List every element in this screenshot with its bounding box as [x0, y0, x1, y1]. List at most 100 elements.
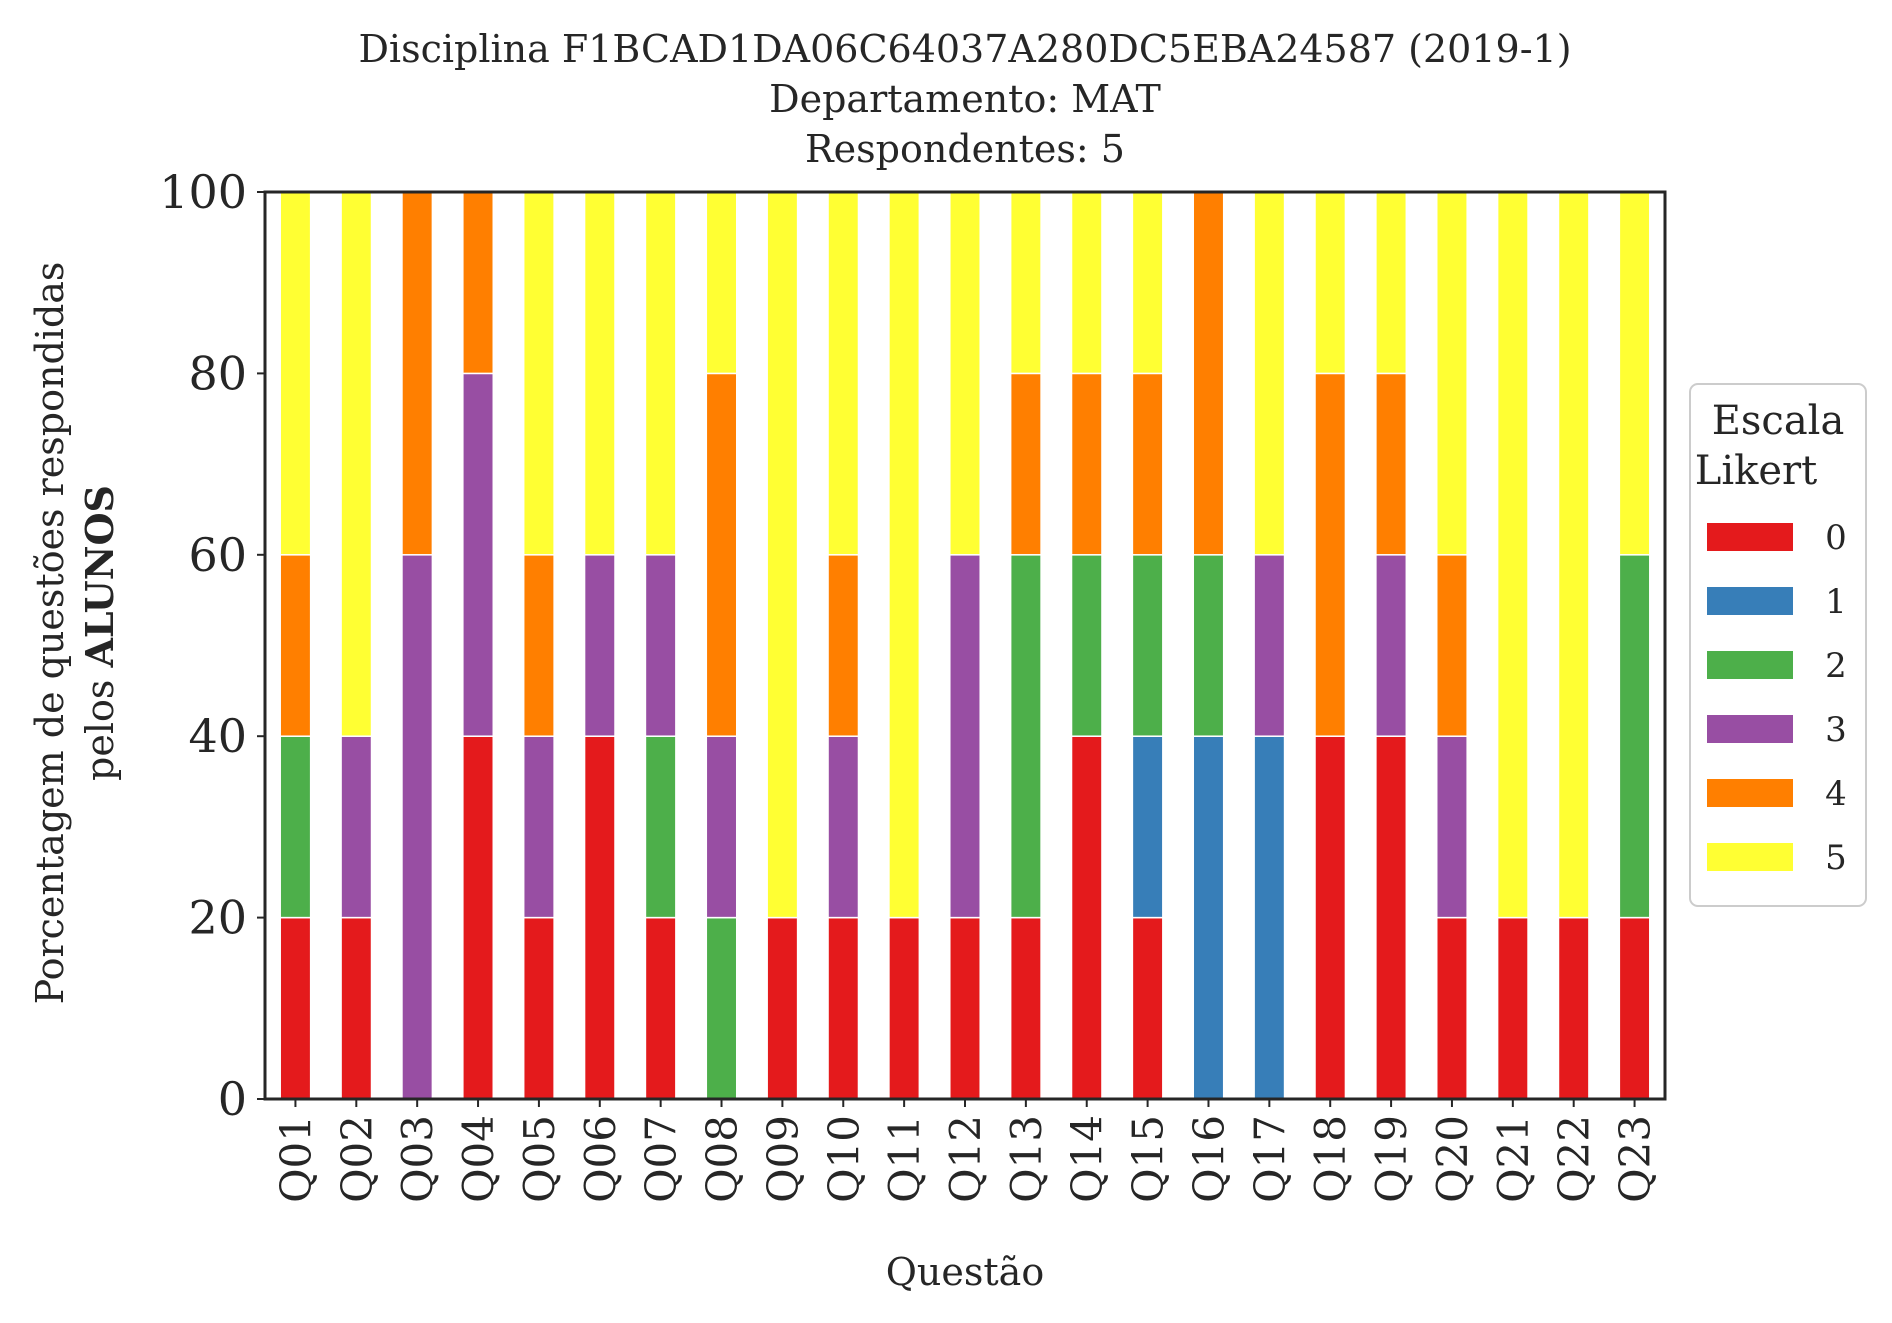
- bar-segment-q21-level-5: [1496, 191, 1529, 919]
- legend-swatch-2: [1707, 651, 1793, 679]
- bar-segment-q10-level-5: [827, 191, 860, 556]
- y-axis-label-bold: ALUNOS: [77, 485, 122, 669]
- x-tick-label: Q06: [576, 1115, 625, 1203]
- x-tick-label: Q05: [515, 1115, 564, 1203]
- bar-segment-q06-level-0: [583, 735, 616, 1100]
- y-axis-label-line-2: pelos ALUNOS: [77, 485, 122, 781]
- y-tick-label: 60: [188, 528, 247, 582]
- bar-segment-q10-level-0: [827, 916, 860, 1100]
- bar-segment-q08-level-4: [705, 372, 738, 737]
- bar-segment-q01-level-0: [279, 916, 312, 1100]
- bar-segment-q20-level-3: [1435, 735, 1468, 919]
- x-tick-label: Q17: [1245, 1115, 1294, 1203]
- legend-items: 0 1 2 3 4 5: [1707, 518, 1847, 878]
- legend-label-2: 2: [1825, 646, 1847, 686]
- x-tick-label: Q10: [819, 1115, 868, 1203]
- bar-segment-q09-level-0: [766, 916, 799, 1100]
- bar-segment-q19-level-5: [1375, 191, 1408, 375]
- bar-segment-q19-level-3: [1375, 554, 1408, 737]
- bar-segment-q14-level-0: [1070, 735, 1103, 1100]
- bar-segment-q17-level-1: [1253, 735, 1286, 1100]
- bar-segment-q08-level-5: [705, 191, 738, 375]
- y-tick-label: 40: [188, 709, 247, 763]
- bar-segment-q14-level-2: [1070, 554, 1103, 737]
- bar-segment-q20-level-5: [1435, 191, 1468, 556]
- bar-segment-q20-level-4: [1435, 554, 1468, 737]
- bar-segment-q03-level-3: [401, 554, 434, 1100]
- bar-segment-q08-level-3: [705, 735, 738, 919]
- bar-segment-q17-level-5: [1253, 191, 1286, 556]
- y-tick-label: 100: [159, 165, 247, 219]
- bar-segment-q13-level-0: [1009, 916, 1042, 1100]
- x-tick-label: Q22: [1550, 1115, 1599, 1203]
- legend-swatch-4: [1707, 779, 1793, 807]
- x-tick-label: Q03: [393, 1115, 442, 1203]
- legend-swatch-0: [1707, 523, 1793, 551]
- plot-frame: [263, 190, 1667, 1101]
- bar-segment-q04-level-0: [462, 735, 495, 1100]
- bar-segment-q18-level-4: [1314, 372, 1347, 737]
- y-tick-label: 0: [218, 1072, 247, 1126]
- x-tick-label: Q23: [1611, 1115, 1660, 1203]
- bar-segment-q18-level-5: [1314, 191, 1347, 375]
- x-tick-label: Q18: [1306, 1115, 1355, 1203]
- bar-segment-q05-level-4: [522, 554, 555, 737]
- bar-segment-q23-level-0: [1618, 916, 1651, 1100]
- bar-segment-q01-level-5: [279, 191, 312, 556]
- bar-segment-q05-level-0: [522, 916, 555, 1100]
- bar-segment-q16-level-2: [1192, 554, 1225, 737]
- legend-label-4: 4: [1825, 774, 1847, 814]
- bar-segment-q14-level-4: [1070, 372, 1103, 556]
- x-tick-label: Q15: [1124, 1115, 1173, 1203]
- x-tick-label: Q02: [332, 1115, 381, 1203]
- x-tick-label: Q04: [454, 1115, 503, 1203]
- bar-segment-q15-level-5: [1131, 191, 1164, 375]
- legend-box: [1689, 383, 1867, 907]
- y-axis-label: Porcentagem de questões respondidas pelo…: [28, 262, 122, 1005]
- bar-segment-q11-level-0: [888, 916, 921, 1100]
- x-tick-label: Q13: [1002, 1115, 1051, 1203]
- y-axis-label-prefix: pelos: [78, 668, 122, 781]
- bar-segment-q09-level-5: [766, 191, 799, 919]
- legend-swatch-1: [1707, 587, 1793, 615]
- bar-segment-q01-level-4: [279, 554, 312, 737]
- bar-segment-q15-level-0: [1131, 916, 1164, 1100]
- bar-segment-q10-level-3: [827, 735, 860, 919]
- legend-title-line-1: Escala: [1712, 398, 1845, 444]
- bar-segment-q19-level-0: [1375, 735, 1408, 1100]
- bar-segment-q02-level-0: [340, 916, 373, 1100]
- x-tick-label: Q20: [1428, 1115, 1477, 1203]
- y-axis-label-line-1: Porcentagem de questões respondidas: [28, 262, 72, 1005]
- y-tick-label: 80: [188, 346, 247, 400]
- y-tick-label: 20: [188, 891, 247, 945]
- bar-segment-q20-level-0: [1435, 916, 1468, 1100]
- bar-segment-q16-level-4: [1192, 191, 1225, 556]
- bar-segment-q12-level-0: [949, 916, 981, 1100]
- bar-segment-q04-level-3: [462, 372, 495, 737]
- legend-label-1: 1: [1825, 582, 1847, 622]
- x-tick-label: Q12: [941, 1115, 990, 1203]
- bar-segment-q08-level-2: [705, 916, 738, 1100]
- bar-segment-q23-level-2: [1618, 554, 1651, 919]
- bar-segment-q12-level-5: [949, 191, 981, 556]
- bar-segment-q04-level-4: [462, 191, 495, 375]
- bar-segment-q13-level-5: [1009, 191, 1042, 375]
- legend-label-3: 3: [1825, 710, 1847, 750]
- bar-segment-q06-level-3: [583, 554, 616, 737]
- x-tick-label: Q09: [758, 1115, 807, 1203]
- bar-segment-q03-level-4: [401, 191, 434, 556]
- x-axis-label: Questão: [886, 1250, 1044, 1294]
- bar-segment-q16-level-1: [1192, 735, 1225, 1100]
- title-line-1: Disciplina F1BCAD1DA06C64037A280DC5EBA24…: [358, 27, 1571, 71]
- bar-segment-q17-level-3: [1253, 554, 1286, 737]
- bar-segment-q02-level-5: [340, 191, 373, 737]
- bar-segment-q15-level-2: [1131, 554, 1164, 737]
- bar-segment-q12-level-3: [949, 554, 981, 919]
- bar-segment-q15-level-4: [1131, 372, 1164, 556]
- legend-label-0: 0: [1825, 518, 1847, 558]
- legend-swatch-5: [1707, 843, 1793, 871]
- bar-segment-q05-level-5: [522, 191, 555, 556]
- title-line-2: Departamento: MAT: [769, 77, 1161, 121]
- bar-segment-q19-level-4: [1375, 372, 1408, 556]
